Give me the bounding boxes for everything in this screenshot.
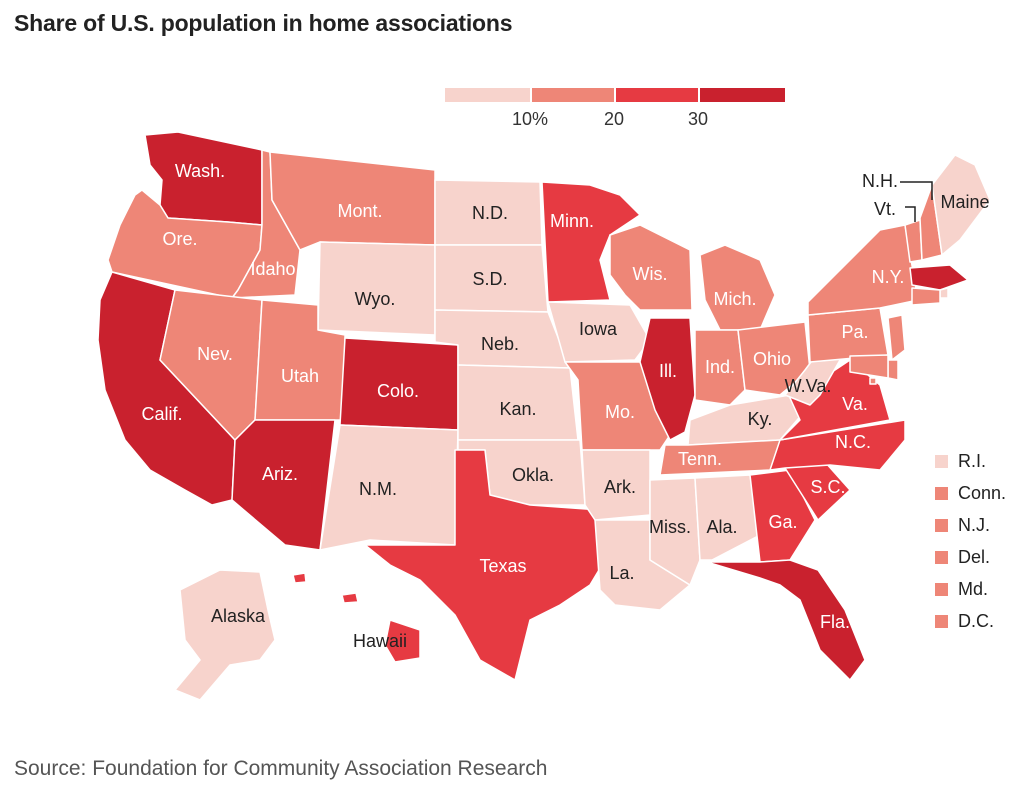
source-note: Source: Foundation for Community Associa… (14, 757, 548, 780)
state-ill (639, 317, 696, 441)
state-label-alaska: Alaska (211, 606, 266, 626)
state-label-minn: Minn. (550, 211, 594, 231)
state-label-sc: S.C. (810, 477, 845, 497)
state-label-miss: Miss. (649, 517, 691, 537)
state-label-wyo: Wyo. (355, 289, 396, 309)
state-label-ky: Ky. (748, 409, 773, 429)
state-label-iowa: Iowa (579, 319, 618, 339)
side-label-nj: N.J. (958, 515, 990, 535)
state-label-nev: Nev. (197, 344, 233, 364)
color-scale-legend: 10% 20 30 (445, 88, 785, 129)
state-label-va: Va. (842, 394, 868, 414)
state-label-ohio: Ohio (753, 349, 791, 369)
state-label-pa: Pa. (841, 322, 868, 342)
state-ark (581, 449, 651, 521)
side-swatch-ri (935, 455, 948, 468)
states-layer (97, 131, 991, 701)
state-label-kan: Kan. (499, 399, 536, 419)
state-label-nh: N.H. (862, 171, 898, 191)
state-label-nm: N.M. (359, 479, 397, 499)
state-label-sd: S.D. (472, 269, 507, 289)
legend-tick-3: 30 (688, 109, 708, 129)
state-label-maine: Maine (940, 192, 989, 212)
state-label-ala: Ala. (706, 517, 737, 537)
state-label-wva: W.Va. (785, 376, 832, 396)
state-ind (694, 329, 746, 406)
state-label-la: La. (609, 563, 634, 583)
legend-tick-1: 10% (512, 109, 548, 129)
state-label-ga: Ga. (768, 512, 797, 532)
vt-leader-line (905, 206, 916, 222)
side-label-md: Md. (958, 579, 988, 599)
state-label-mont: Mont. (337, 201, 382, 221)
small-states-legend: R.I. Conn. N.J. Del. Md. D.C. (935, 451, 1006, 631)
side-label-conn: Conn. (958, 483, 1006, 503)
state-ariz (231, 419, 336, 551)
state-label-ill: Ill. (659, 361, 677, 381)
state-label-fla: Fla. (820, 612, 850, 632)
state-label-nc: N.C. (835, 432, 871, 452)
side-label-del: Del. (958, 547, 990, 567)
side-label-ri: R.I. (958, 451, 986, 471)
legend-swatch-4 (700, 88, 785, 102)
state-md (849, 354, 889, 379)
state-label-ark: Ark. (604, 477, 636, 497)
state-label-wash: Wash. (175, 161, 225, 181)
legend-swatch-3 (616, 88, 698, 102)
state-maine (931, 154, 991, 256)
side-swatch-md (935, 583, 948, 596)
state-label-ny: N.Y. (872, 267, 905, 287)
state-conn (911, 287, 941, 306)
state-del (887, 359, 899, 381)
state-label-mich: Mich. (713, 289, 756, 309)
legend-swatch-2 (532, 88, 614, 102)
state-ala (694, 474, 761, 561)
state-mich (699, 244, 776, 331)
state-label-hawaii: Hawaii (353, 631, 407, 651)
state-dc (869, 377, 877, 385)
state-label-ariz: Ariz. (262, 464, 298, 484)
state-label-neb: Neb. (481, 334, 519, 354)
side-swatch-nj (935, 519, 948, 532)
state-nj (887, 314, 906, 361)
nh-leader-line (900, 181, 933, 200)
state-label-nd: N.D. (472, 203, 508, 223)
legend-swatch-1 (445, 88, 530, 102)
state-nc (769, 419, 906, 471)
state-label-colo: Colo. (377, 381, 419, 401)
state-label-calif: Calif. (141, 404, 182, 424)
state-label-texas: Texas (479, 556, 526, 576)
state-label-tenn: Tenn. (678, 449, 722, 469)
state-ga (749, 469, 816, 563)
state-label-vt: Vt. (874, 199, 896, 219)
state-label-ind: Ind. (705, 357, 735, 377)
side-swatch-conn (935, 487, 948, 500)
side-swatch-del (935, 551, 948, 564)
state-label-idaho: Idaho (250, 259, 295, 279)
state-label-okla: Okla. (512, 465, 554, 485)
state-fla (699, 559, 866, 681)
side-swatch-dc (935, 615, 948, 628)
state-ri (939, 287, 949, 299)
state-label-ore: Ore. (162, 229, 197, 249)
state-miss (649, 477, 701, 586)
legend-tick-2: 20 (604, 109, 624, 129)
state-hawaii (292, 572, 421, 663)
state-texas (364, 449, 606, 681)
state-nm (319, 424, 459, 551)
state-label-utah: Utah (281, 366, 319, 386)
side-label-dc: D.C. (958, 611, 994, 631)
state-alaska (174, 569, 276, 701)
state-label-mo: Mo. (605, 402, 635, 422)
state-mass (909, 264, 969, 291)
state-labels-layer: Wash. Ore. Calif. Idaho Nev. Mont. Wyo. Utah Ari… (141, 161, 989, 651)
map-title: Share of U.S. population in home associa… (14, 10, 513, 36)
state-wis (609, 224, 693, 311)
state-label-wis: Wis. (633, 264, 668, 284)
